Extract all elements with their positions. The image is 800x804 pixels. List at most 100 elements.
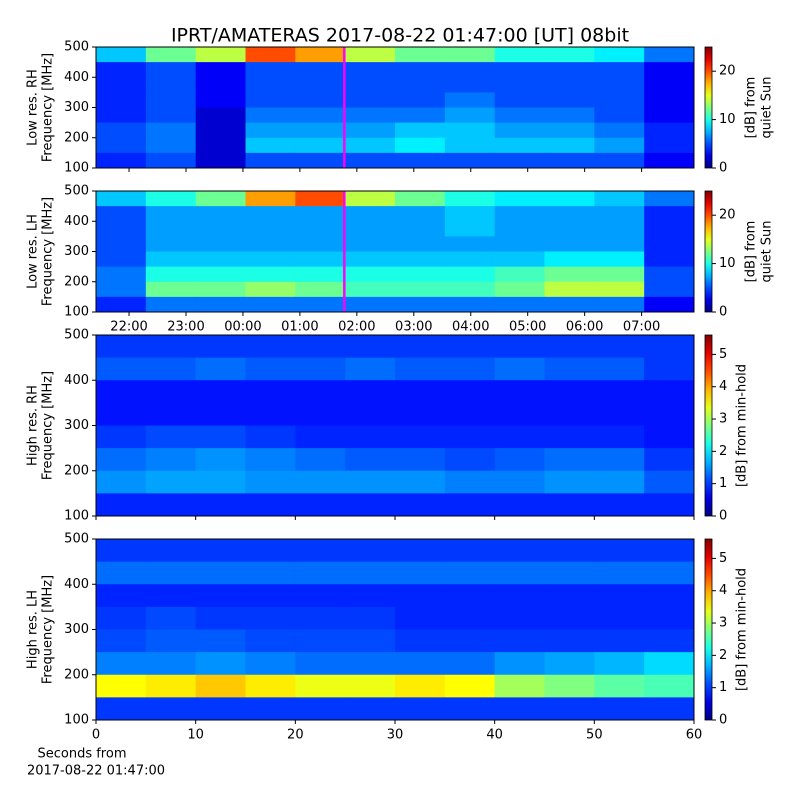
- heatmap-cell: [494, 470, 545, 494]
- heatmap-cell: [444, 629, 496, 653]
- heatmap-cell: [245, 122, 296, 139]
- heatmap-cell: [345, 137, 396, 154]
- heatmap-cell: [544, 92, 595, 108]
- heatmap-cell: [345, 425, 396, 449]
- heatmap-cell: [644, 77, 695, 93]
- colorbar-tick-label: 0: [719, 509, 727, 524]
- heatmap-cell: [644, 251, 695, 268]
- heatmap-cell: [245, 652, 296, 676]
- heatmap-cell: [494, 221, 545, 237]
- x-tick-label: 0: [92, 728, 100, 743]
- heatmap-cell: [644, 448, 695, 472]
- heatmap-cell: [395, 281, 446, 298]
- x-tick-label: 07:00: [623, 320, 660, 335]
- y-tick-label: 300: [64, 622, 89, 637]
- heatmap-cell: [494, 236, 545, 252]
- heatmap-cell: [245, 629, 296, 653]
- heatmap-cell: [395, 674, 446, 698]
- heatmap-cell: [644, 402, 695, 426]
- heatmap-cell: [444, 584, 496, 608]
- heatmap-cell: [594, 380, 645, 404]
- heatmap-cell: [295, 281, 346, 298]
- heatmap-cell: [444, 425, 496, 449]
- heatmap-cell: [594, 251, 645, 268]
- x-tick-label: 06:00: [566, 320, 603, 335]
- heatmap-cell: [345, 206, 396, 222]
- y-tick-label: 200: [64, 130, 89, 145]
- heatmap-cell: [644, 584, 695, 608]
- heatmap-cell: [494, 122, 545, 139]
- heatmap-cell: [245, 335, 296, 359]
- heatmap-cell: [96, 606, 147, 630]
- heatmap-cell: [494, 425, 545, 449]
- heatmap-cell: [96, 251, 147, 268]
- heatmap-cell: [644, 47, 695, 63]
- heatmap-cell: [494, 652, 545, 676]
- heatmap-cell: [195, 539, 246, 563]
- heatmap-cell: [544, 652, 595, 676]
- colorbar-tick-label: 0: [719, 713, 727, 728]
- heatmap-cell: [395, 107, 446, 124]
- heatmap-cell: [544, 221, 595, 237]
- colorbar-tick-label: 4: [719, 379, 727, 394]
- heatmap-cell: [345, 380, 396, 404]
- heatmap-cell: [145, 137, 197, 154]
- heatmap-cell: [345, 584, 396, 608]
- heatmap-cell: [195, 296, 246, 313]
- y-tick-label: 100: [64, 161, 89, 176]
- heatmap-cell: [544, 281, 595, 298]
- heatmap-cell: [96, 493, 147, 517]
- heatmap-cell: [195, 357, 246, 381]
- heatmap-cell: [395, 191, 446, 207]
- heatmap-cell: [295, 62, 346, 78]
- heatmap-cell: [644, 221, 695, 237]
- heatmap-cell: [544, 357, 595, 381]
- heatmap-cell: [96, 448, 147, 472]
- heatmap-cell: [145, 206, 197, 222]
- heatmap-cell: [145, 152, 197, 169]
- heatmap-cell: [295, 606, 346, 630]
- heatmap-cell: [195, 425, 246, 449]
- heatmap-cell: [345, 47, 396, 63]
- heatmap-cell: [145, 584, 197, 608]
- heatmap-cell: [395, 152, 446, 169]
- heatmap-cell: [644, 425, 695, 449]
- heatmap-cell: [644, 380, 695, 404]
- heatmap-cell: [245, 470, 296, 494]
- heatmap-cell: [444, 251, 496, 268]
- heatmap-cell: [245, 425, 296, 449]
- heatmap-cell: [544, 448, 595, 472]
- heatmap-cell: [345, 236, 396, 252]
- y-tick-label: 200: [64, 274, 89, 289]
- heatmap-cell: [494, 206, 545, 222]
- heatmap-cell: [295, 357, 346, 381]
- heatmap-cell: [145, 236, 197, 252]
- heatmap-cell: [96, 191, 147, 207]
- heatmap-cell: [295, 296, 346, 313]
- heatmap-cell: [395, 137, 446, 154]
- heatmap-cell: [195, 335, 246, 359]
- figure-title: IPRT/AMATERAS 2017-08-22 01:47:00 [UT] 0…: [171, 25, 629, 47]
- heatmap-cell: [145, 281, 197, 298]
- heatmap-cell: [245, 584, 296, 608]
- heatmap-cell: [96, 122, 147, 139]
- heatmap-cell: [444, 357, 496, 381]
- y-tick-label: 500: [64, 184, 89, 199]
- heatmap-cell: [594, 357, 645, 381]
- heatmap-cell: [96, 221, 147, 237]
- heatmap-cell: [345, 221, 396, 237]
- x-tick-label: 60: [686, 728, 703, 743]
- colorbar-tick-label: 4: [719, 583, 727, 598]
- heatmap-cell: [96, 584, 147, 608]
- heatmap-cell: [494, 296, 545, 313]
- heatmap-cell: [544, 584, 595, 608]
- heatmap-cell: [494, 107, 545, 124]
- heatmap-cell: [544, 62, 595, 78]
- y-tick-label: 100: [64, 713, 89, 728]
- heatmap-cell: [594, 629, 645, 653]
- heatmap-cell: [195, 606, 246, 630]
- heatmap-cell: [195, 251, 246, 268]
- heatmap-cell: [96, 425, 147, 449]
- heatmap-cell: [96, 77, 147, 93]
- heatmap-cell: [345, 107, 396, 124]
